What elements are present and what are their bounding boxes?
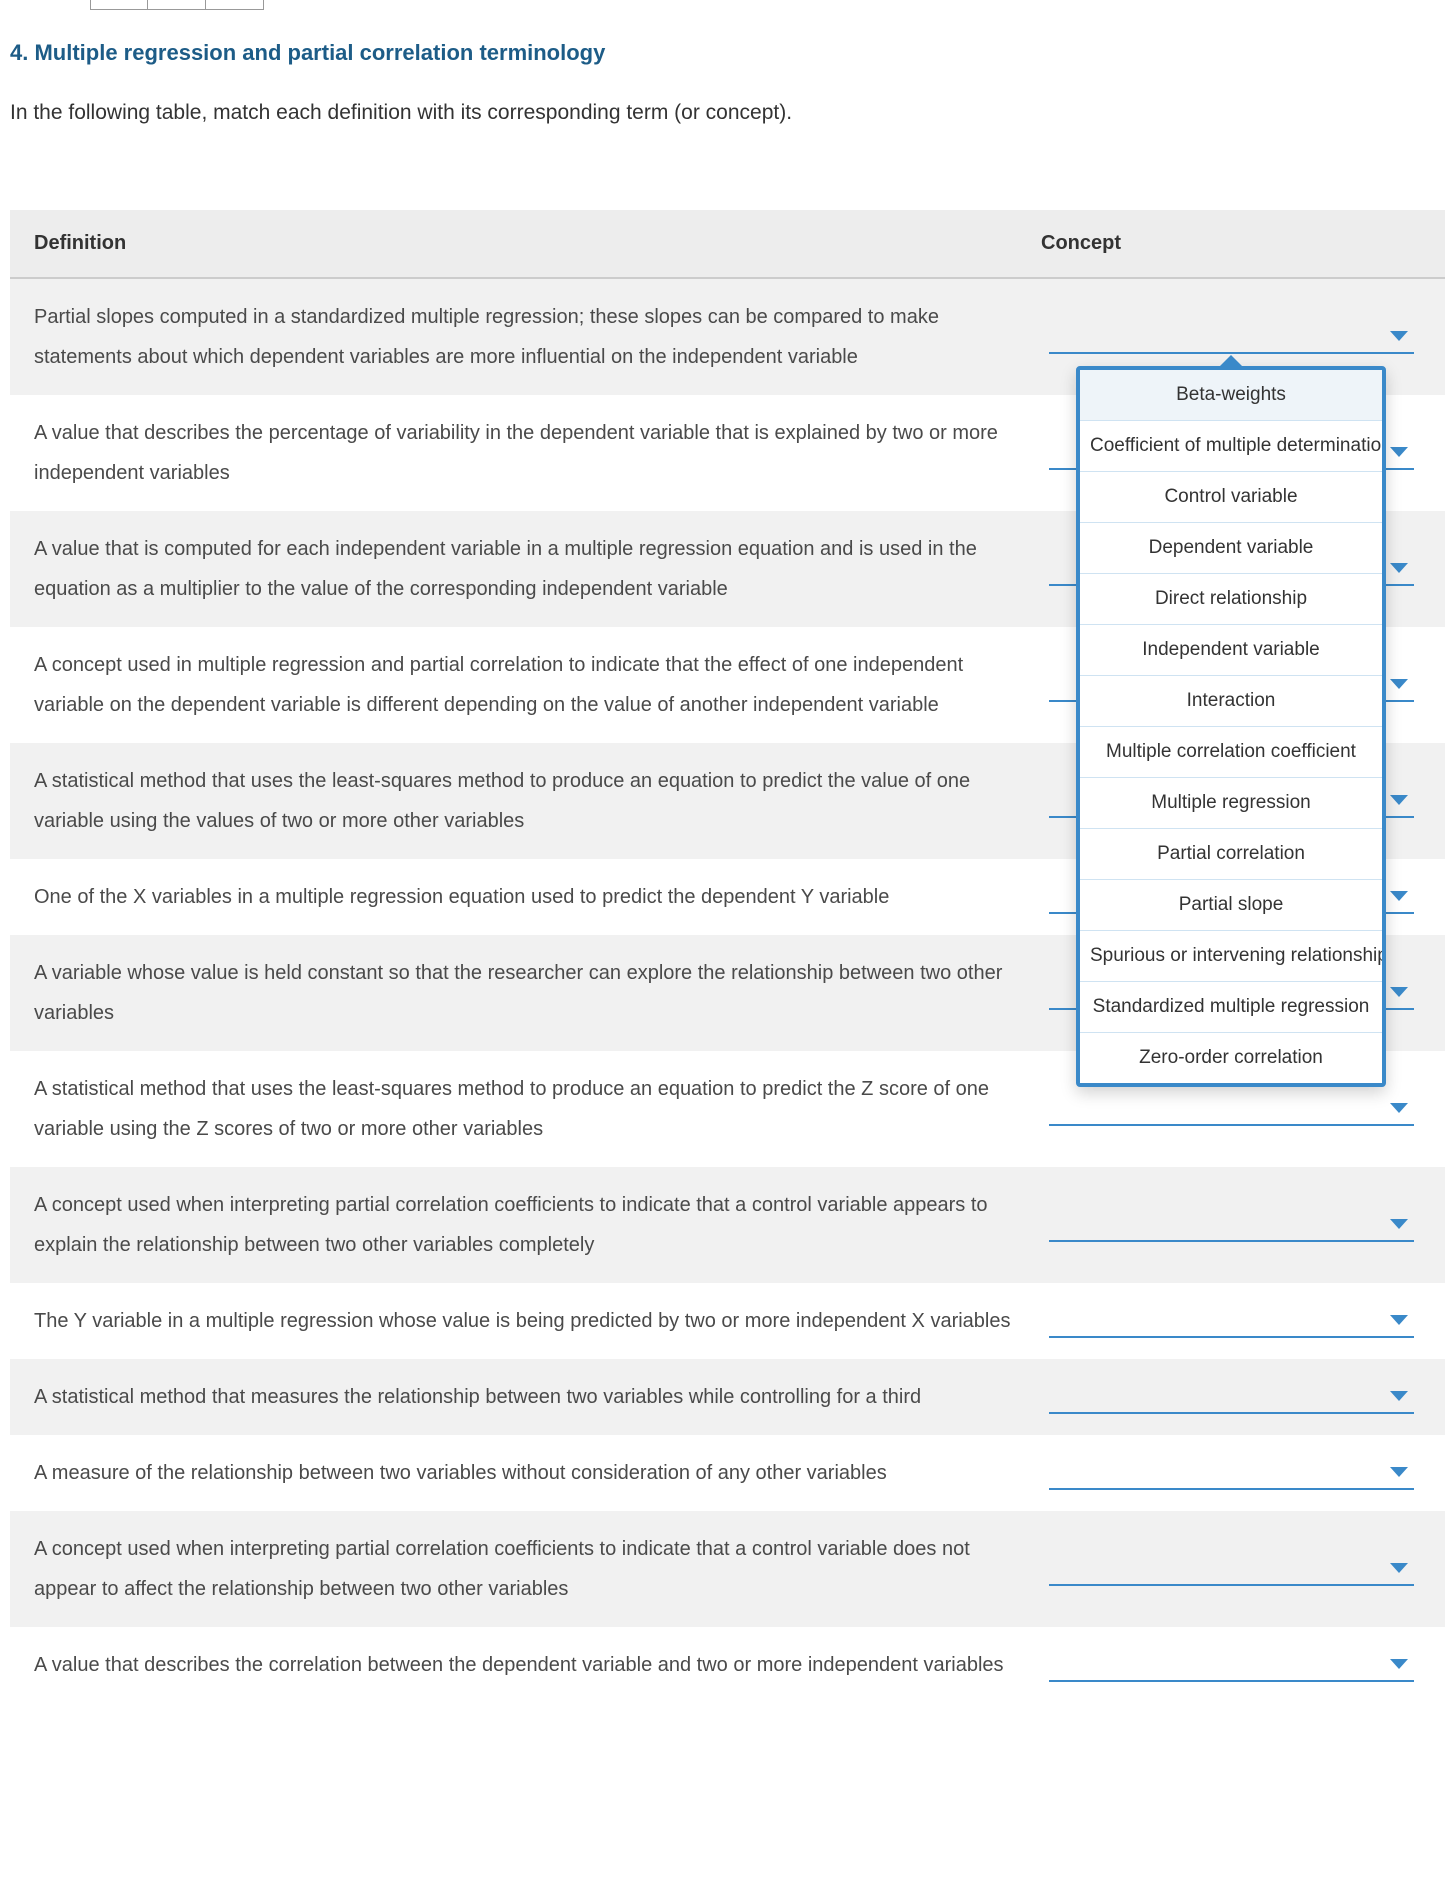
- chevron-down-icon: [1390, 1103, 1408, 1113]
- question-title: 4. Multiple regression and partial corre…: [10, 40, 1445, 66]
- concept-select[interactable]: [1049, 1208, 1414, 1242]
- concept-select[interactable]: [1049, 1456, 1414, 1490]
- definition-text: A value that is computed for each indepe…: [34, 529, 1041, 609]
- instruction-text: In the following table, match each defin…: [10, 96, 1445, 130]
- table-row: A value that describes the correlation b…: [10, 1627, 1445, 1703]
- definition-text: A concept used when interpreting partial…: [34, 1185, 1041, 1265]
- dropdown-item[interactable]: Spurious or intervening relationship: [1080, 931, 1382, 982]
- chevron-down-icon: [1390, 1219, 1408, 1229]
- top-nav-boxes: [90, 0, 1445, 10]
- top-box: [90, 0, 148, 10]
- concept-select[interactable]: [1049, 1552, 1414, 1586]
- dropdown-item[interactable]: Partial slope: [1080, 880, 1382, 931]
- match-table-wrapper: Definition Concept Partial slopes comput…: [10, 210, 1445, 1703]
- definition-text: A variable whose value is held constant …: [34, 953, 1041, 1033]
- chevron-down-icon: [1390, 447, 1408, 457]
- dropdown-item[interactable]: Interaction: [1080, 676, 1382, 727]
- definition-text: A statistical method that measures the r…: [34, 1377, 1041, 1417]
- chevron-down-icon: [1390, 891, 1408, 901]
- definition-text: A value that describes the correlation b…: [34, 1645, 1041, 1685]
- dropdown-arrow-up-icon: [1219, 355, 1243, 367]
- top-box: [206, 0, 264, 10]
- chevron-down-icon: [1390, 563, 1408, 573]
- table-row: A concept used when interpreting partial…: [10, 1167, 1445, 1283]
- concept-select[interactable]: [1049, 1092, 1414, 1126]
- dropdown-item[interactable]: Control variable: [1080, 472, 1382, 523]
- chevron-down-icon: [1390, 331, 1408, 341]
- header-definition: Definition: [34, 232, 1041, 255]
- definition-text: A statistical method that uses the least…: [34, 1069, 1041, 1149]
- definition-text: A measure of the relationship between tw…: [34, 1453, 1041, 1493]
- concept-select[interactable]: [1049, 1380, 1414, 1414]
- chevron-down-icon: [1390, 795, 1408, 805]
- dropdown-item[interactable]: Dependent variable: [1080, 523, 1382, 574]
- chevron-down-icon: [1390, 1467, 1408, 1477]
- definition-text: One of the X variables in a multiple reg…: [34, 877, 1041, 917]
- table-row: A concept used when interpreting partial…: [10, 1511, 1445, 1627]
- definition-text: A concept used in multiple regression an…: [34, 645, 1041, 725]
- dropdown-item[interactable]: Standardized multiple regression: [1080, 982, 1382, 1033]
- table-row: The Y variable in a multiple regression …: [10, 1283, 1445, 1359]
- dropdown-item[interactable]: Partial correlation: [1080, 829, 1382, 880]
- chevron-down-icon: [1390, 679, 1408, 689]
- chevron-down-icon: [1390, 1563, 1408, 1573]
- dropdown-item[interactable]: Beta-weights: [1080, 370, 1382, 421]
- concept-select[interactable]: [1049, 320, 1414, 354]
- dropdown-item[interactable]: Multiple regression: [1080, 778, 1382, 829]
- table-row: A statistical method that measures the r…: [10, 1359, 1445, 1435]
- concept-select[interactable]: [1049, 1648, 1414, 1682]
- table-header: Definition Concept: [10, 210, 1445, 279]
- concept-dropdown-open[interactable]: Beta-weightsCoefficient of multiple dete…: [1076, 366, 1386, 1087]
- definition-text: A statistical method that uses the least…: [34, 761, 1041, 841]
- chevron-down-icon: [1390, 1315, 1408, 1325]
- top-box: [148, 0, 206, 10]
- chevron-down-icon: [1390, 1391, 1408, 1401]
- definition-text: The Y variable in a multiple regression …: [34, 1301, 1041, 1341]
- definition-text: Partial slopes computed in a standardize…: [34, 297, 1041, 377]
- dropdown-item[interactable]: Independent variable: [1080, 625, 1382, 676]
- definition-text: A value that describes the percentage of…: [34, 413, 1041, 493]
- table-row: A measure of the relationship between tw…: [10, 1435, 1445, 1511]
- dropdown-item[interactable]: Direct relationship: [1080, 574, 1382, 625]
- dropdown-item[interactable]: Zero-order correlation: [1080, 1033, 1382, 1083]
- dropdown-item[interactable]: Coefficient of multiple determination: [1080, 421, 1382, 472]
- chevron-down-icon: [1390, 987, 1408, 997]
- dropdown-item[interactable]: Multiple correlation coefficient: [1080, 727, 1382, 778]
- chevron-down-icon: [1390, 1659, 1408, 1669]
- header-concept: Concept: [1041, 232, 1421, 255]
- concept-select[interactable]: [1049, 1304, 1414, 1338]
- definition-text: A concept used when interpreting partial…: [34, 1529, 1041, 1609]
